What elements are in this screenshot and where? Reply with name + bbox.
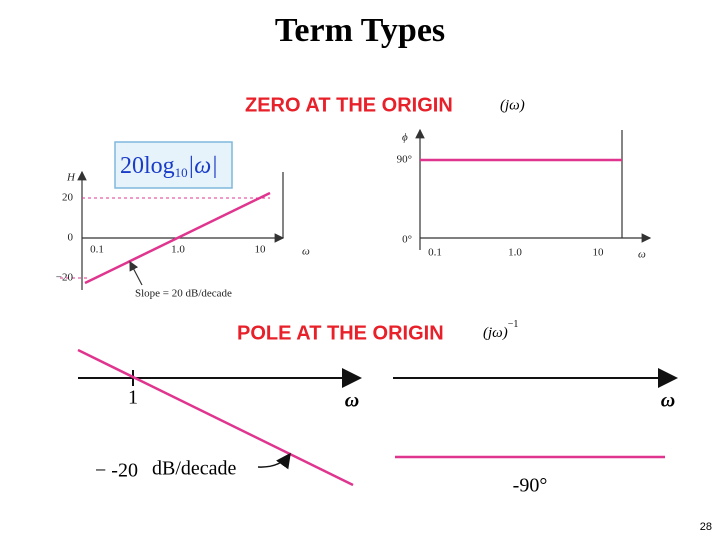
phase-value: -90° [513, 475, 548, 497]
y-label: ϕ [402, 132, 408, 144]
formula-arg: |ω| [188, 153, 218, 179]
x-tick-label: 1.0 [171, 244, 185, 256]
x-tick-label: 10 [255, 244, 267, 256]
x-label: ω [302, 246, 310, 258]
y-tick-label: 20 [62, 192, 74, 204]
annotation-unit: dB/decade [152, 458, 237, 480]
y-tick-label: 0° [402, 234, 412, 246]
page-number: 28 [700, 521, 712, 533]
term: (jω) [500, 97, 525, 113]
y-tick-label: −20 [56, 272, 74, 284]
y-tick-label: 90° [397, 154, 412, 166]
slide-title: Term Types [275, 12, 445, 49]
y-label: H [66, 172, 76, 184]
term-base: (jω) [483, 325, 508, 341]
magnitude-line [77, 348, 354, 487]
x-label: ω [345, 390, 359, 412]
x-label: ω [638, 249, 646, 261]
annotation-value: − -20 [95, 460, 138, 482]
formula: 20log10|ω| [120, 153, 218, 180]
formula-main: 20log [120, 153, 175, 179]
term: (jω)−1 [483, 319, 518, 341]
term-exponent: −1 [508, 319, 519, 330]
x-label: ω [661, 390, 675, 412]
section-heading: POLE AT THE ORIGIN [237, 322, 444, 344]
y-tick-label: 0 [68, 232, 74, 244]
tick-label: 1 [128, 387, 138, 409]
formula-sub: 10 [175, 165, 188, 180]
x-tick-label: 1.0 [508, 247, 522, 259]
magnitude-line [84, 191, 271, 285]
x-tick-label: 0.1 [428, 247, 442, 259]
section-heading: ZERO AT THE ORIGIN [245, 94, 453, 116]
annotation-arrow [129, 260, 143, 286]
x-tick-label: 10 [593, 247, 605, 259]
annotation-arrow [257, 452, 291, 470]
annotation: Slope = 20 dB/decade [135, 288, 232, 300]
x-tick-label: 0.1 [90, 244, 104, 256]
formula-box [114, 141, 233, 189]
